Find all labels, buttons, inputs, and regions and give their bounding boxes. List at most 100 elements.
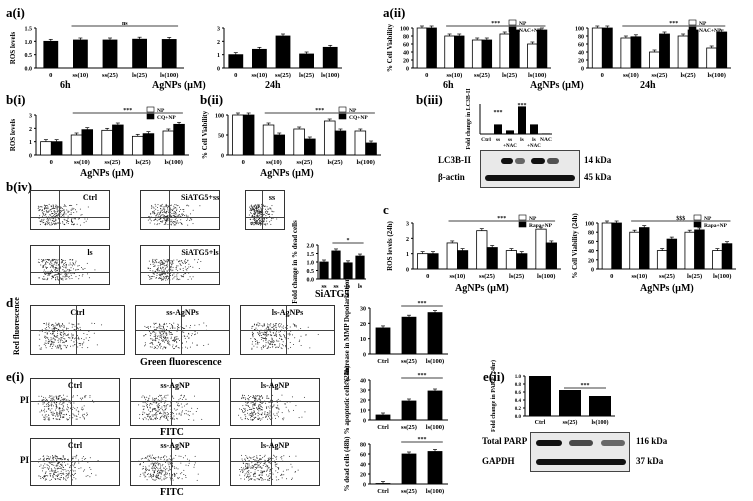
event-dot — [65, 458, 67, 460]
event-dot — [166, 473, 168, 475]
event-dot — [43, 278, 45, 280]
event-dot — [165, 203, 167, 205]
event-dot — [89, 396, 91, 398]
event-dot — [55, 207, 57, 209]
event-dot — [60, 334, 62, 336]
event-dot — [80, 343, 82, 345]
event-dot — [51, 333, 53, 335]
event-dot — [153, 322, 155, 324]
event-dot — [58, 347, 60, 349]
event-dot — [50, 475, 52, 477]
event-dot — [142, 461, 144, 463]
event-dot — [63, 213, 65, 215]
event-dot — [75, 457, 77, 459]
event-dot — [259, 395, 261, 397]
event-dot — [186, 403, 188, 405]
bar — [505, 250, 517, 270]
event-dot — [150, 411, 152, 413]
event-dot — [73, 477, 75, 479]
event-dot — [250, 478, 252, 480]
event-dot — [250, 402, 252, 404]
event-dot — [143, 408, 145, 410]
event-dot — [291, 396, 293, 398]
bar — [509, 29, 520, 69]
event-dot — [157, 405, 159, 407]
event-dot — [151, 410, 153, 412]
event-dot — [41, 259, 43, 261]
event-dot — [171, 210, 173, 212]
event-dot — [152, 457, 154, 459]
y-axis-label: Fold change in PARP (24hr) — [490, 360, 497, 432]
event-dot — [146, 396, 148, 398]
band — [536, 459, 626, 465]
event-dot — [252, 458, 254, 460]
event-dot — [79, 343, 81, 345]
x-tick-label: ls(100) — [537, 273, 555, 280]
event-dot — [57, 213, 59, 215]
event-dot — [251, 478, 253, 480]
event-dot — [49, 470, 51, 472]
event-dot — [169, 405, 171, 407]
event-dot — [37, 403, 39, 405]
event-dot — [251, 415, 253, 417]
event-dot — [262, 416, 264, 418]
event-dot — [148, 469, 150, 471]
event-dot — [155, 398, 157, 400]
blot-row-total-parp — [531, 435, 629, 451]
event-dot — [250, 208, 252, 210]
legend-swatch — [146, 106, 155, 113]
event-dot — [57, 268, 59, 270]
bar — [716, 31, 728, 69]
event-dot — [67, 334, 69, 336]
event-dot — [58, 408, 60, 410]
event-dot — [145, 457, 147, 459]
event-dot — [52, 462, 54, 464]
event-dot — [51, 208, 53, 210]
event-dot — [279, 322, 281, 324]
event-dot — [147, 414, 149, 416]
event-dot — [168, 343, 170, 345]
event-dot — [196, 344, 198, 346]
event-dot — [157, 204, 159, 206]
event-dot — [259, 458, 261, 460]
event-dot — [74, 456, 76, 458]
event-dot — [266, 412, 268, 414]
event-dot — [56, 458, 58, 460]
event-dot — [56, 262, 58, 264]
event-dot — [63, 459, 65, 461]
event-dot — [276, 400, 278, 402]
event-dot — [252, 341, 254, 343]
x-tick-label: ss(10) — [251, 72, 267, 79]
event-dot — [58, 479, 60, 481]
event-dot — [62, 221, 64, 223]
x-tick-label: ls(100) — [592, 419, 609, 426]
x-tick-label: ls(25) — [681, 72, 696, 79]
legend-label: Rapa+NP — [704, 223, 728, 229]
event-dot — [268, 416, 270, 418]
event-dot — [284, 327, 286, 329]
event-dot — [257, 462, 259, 464]
event-dot — [300, 327, 302, 329]
event-dot — [62, 403, 64, 405]
event-dot — [269, 216, 271, 218]
event-dot — [51, 413, 53, 415]
x-tick-label: ls(25) — [132, 72, 147, 79]
event-dot — [307, 326, 309, 328]
event-dot — [171, 325, 173, 327]
event-dot — [57, 334, 59, 336]
event-dot — [75, 269, 77, 271]
event-dot — [52, 456, 54, 458]
event-dot — [154, 335, 156, 337]
event-dot — [60, 337, 62, 339]
event-dot — [45, 405, 47, 407]
event-dot — [58, 396, 60, 398]
event-dot — [150, 213, 152, 215]
scatter-dots — [250, 322, 319, 350]
x-tick-label: ss — [321, 283, 327, 290]
event-dot — [256, 399, 258, 401]
event-dot — [52, 397, 54, 399]
event-dot — [256, 210, 258, 212]
event-dot — [184, 337, 186, 339]
event-dot — [72, 262, 74, 264]
significance-label: *** — [418, 373, 427, 379]
